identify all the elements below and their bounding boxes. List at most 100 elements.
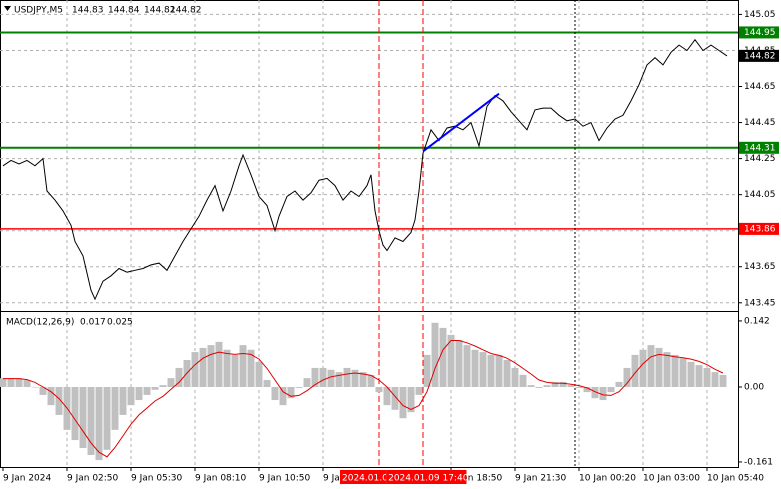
macd-bar (247, 349, 255, 388)
macd-bar (343, 367, 351, 388)
x-tick-label: 10 Jan 03:00 (643, 474, 700, 484)
y-tick-label: 144.45 (744, 118, 776, 128)
macd-bar (383, 387, 391, 406)
macd-bar (455, 339, 463, 388)
macd-bar (495, 354, 503, 388)
macd-bar (503, 360, 511, 388)
macd-bar (87, 387, 95, 455)
macd-bar (159, 385, 167, 388)
macd-bar (391, 387, 399, 410)
macd-bar (239, 345, 247, 388)
macd-bar (567, 385, 575, 388)
macd-bar (79, 387, 87, 448)
macd-bar (255, 361, 263, 388)
macd-value: 0.017 (80, 318, 106, 328)
x-tick-label: 9 Jan 10:50 (259, 474, 311, 484)
x-tick-label: 9 Jan 08:10 (195, 474, 247, 484)
y-tick-label: -0.161 (744, 457, 773, 467)
ohlc-open: 144.83 (72, 6, 104, 16)
y-tick-label: 0.00 (744, 383, 764, 393)
macd-bar (0, 378, 7, 388)
macd-bar (327, 369, 335, 388)
macd-bar (279, 387, 287, 406)
ohlc-low: 144.82 (144, 6, 176, 16)
macd-bar (335, 372, 343, 388)
macd-bar (55, 387, 63, 415)
level-label-box (739, 49, 779, 62)
level-label: 144.95 (744, 28, 776, 38)
macd-bar (479, 352, 487, 388)
macd-bar (15, 378, 23, 388)
y-tick-label: 0.142 (744, 316, 770, 326)
macd-bar (527, 385, 535, 388)
trend-line (422, 92, 500, 153)
macd-bar (511, 367, 519, 388)
macd-bar (647, 345, 655, 388)
macd-bar (655, 347, 663, 388)
level-label-box (739, 26, 779, 39)
symbol-arrow (4, 6, 11, 11)
macd-bar (671, 354, 679, 388)
macd-bar (303, 378, 311, 388)
macd-bar (23, 380, 31, 388)
macd-bar (191, 352, 199, 388)
price-line (2, 38, 728, 301)
x-tick-label: 10 Jan 05:40 (707, 474, 764, 484)
macd-bar (103, 387, 111, 450)
macd-bar (215, 341, 223, 388)
macd-bar (687, 361, 695, 388)
macd-bar (71, 387, 79, 441)
macd-bar (711, 372, 719, 388)
macd-bar (575, 387, 583, 388)
macd-bar (207, 345, 215, 388)
x-tick-label: 9 Jan 2024 (3, 474, 51, 484)
level-label-box (739, 222, 779, 235)
macd-bar (111, 387, 119, 430)
macd-bar (631, 354, 639, 388)
macd-bar (607, 387, 615, 393)
macd-bar (127, 387, 135, 406)
macd-bar (543, 385, 551, 388)
macd-bar (167, 378, 175, 388)
macd-bar (487, 354, 495, 388)
macd-bar (199, 347, 207, 388)
y-tick-label: 143.65 (744, 262, 776, 272)
macd-bar (615, 381, 623, 388)
macd-bar (583, 387, 591, 393)
macd-bar (263, 380, 271, 388)
macd-bar (351, 369, 359, 388)
macd-bar (407, 387, 415, 413)
macd-bar (223, 349, 231, 388)
x-tick-label: 10 Jan 00:20 (579, 474, 636, 484)
x-tick-label: 9 Jan 05:30 (131, 474, 183, 484)
macd-bar (319, 367, 327, 388)
cursor-label: 2024.01.0 (342, 474, 388, 484)
signal-line (3, 340, 724, 458)
y-tick-label: 144.65 (744, 82, 776, 92)
macd-bar (463, 345, 471, 388)
macd-bar (311, 367, 319, 388)
macd-bar (295, 387, 303, 388)
macd-bar (231, 354, 239, 388)
macd-bar (623, 367, 631, 388)
macd-bar (559, 381, 567, 388)
ohlc-close: 144.82 (170, 6, 202, 16)
level-label: 144.82 (744, 51, 776, 61)
macd-bar (703, 367, 711, 388)
macd-bar (599, 387, 607, 401)
macd-bar (719, 374, 727, 388)
macd-bar (7, 378, 15, 388)
macd-bar (535, 387, 543, 388)
macd-bar (663, 352, 671, 388)
macd-bar (375, 387, 383, 393)
level-label: 144.31 (744, 143, 776, 153)
macd-bar (287, 387, 295, 399)
y-tick-label: 144.25 (744, 154, 776, 164)
x-tick-label: 9 Jan 02:50 (67, 474, 119, 484)
macd-bar (135, 387, 143, 401)
macd-bar (47, 387, 55, 406)
x-tick-label: 9 Jan 18:50 (451, 474, 503, 484)
macd-bar (399, 387, 407, 419)
